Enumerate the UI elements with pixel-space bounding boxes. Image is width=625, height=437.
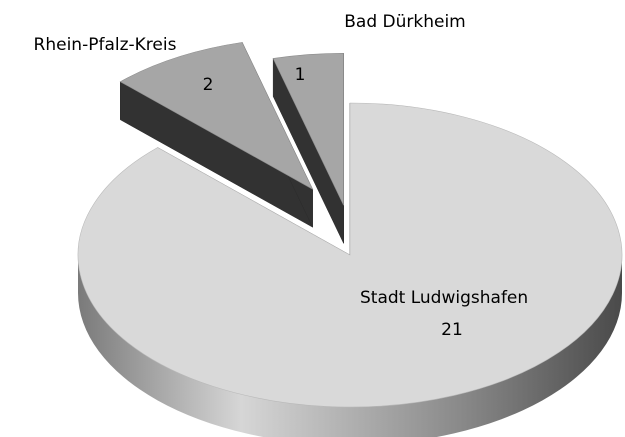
value-label: 21 — [441, 320, 463, 340]
slice — [272, 52, 344, 206]
slice-side — [78, 255, 622, 437]
slice-label: Stadt Ludwigshafen — [360, 288, 528, 308]
slice — [119, 42, 314, 190]
slice-label: Rhein-Pfalz-Kreis — [34, 35, 177, 55]
value-label: 1 — [295, 65, 306, 85]
slice-label: Bad Dürkheim — [344, 12, 466, 32]
value-label: 2 — [203, 75, 214, 95]
slice — [77, 102, 623, 408]
